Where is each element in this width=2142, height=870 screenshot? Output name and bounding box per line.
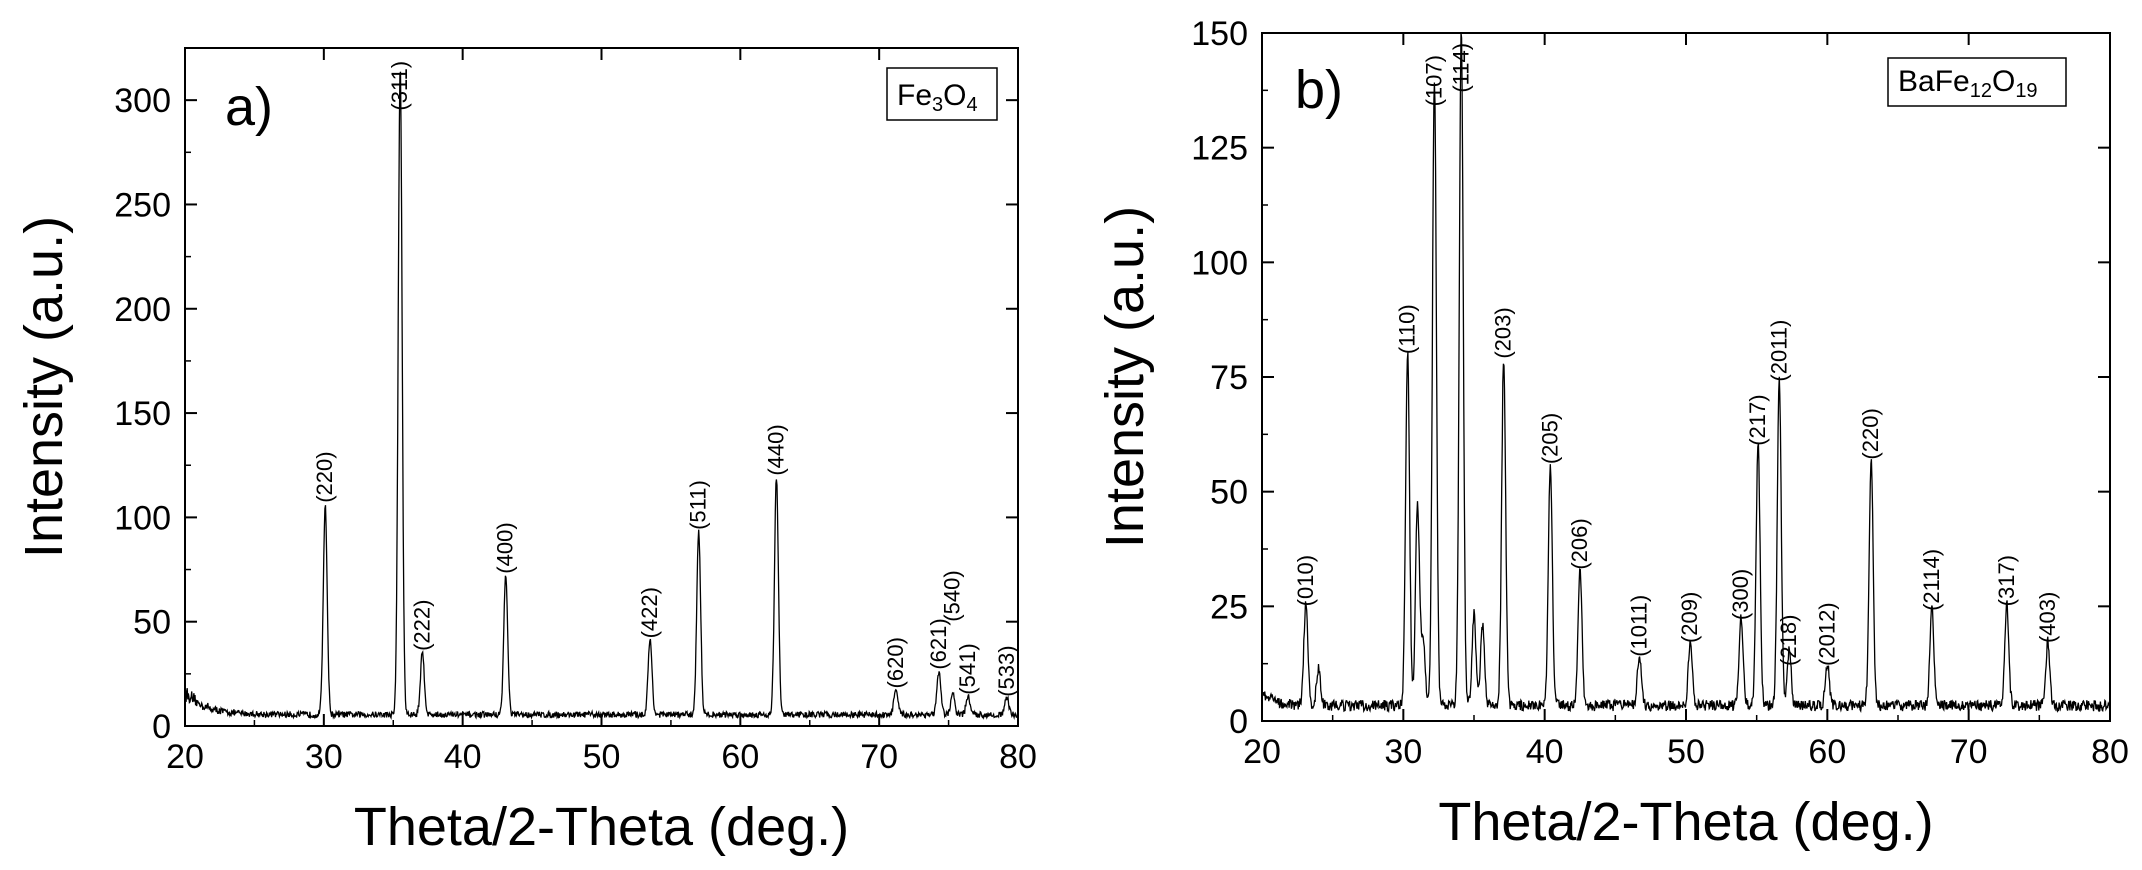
x-tick-label: 20 [1243, 733, 1281, 771]
y-tick-label: 125 [1191, 130, 1248, 168]
panel-a-fe3o4: 20 30 40 50 60 70 80 0 50 100 150 200 250 300 Theta/2-… [14, 47, 1037, 857]
peak-label: (010) [1293, 555, 1318, 606]
plot-frame [184, 47, 1019, 727]
y-tick-label: 50 [133, 604, 171, 642]
y-tick-label: 100 [1191, 244, 1248, 282]
y-tick-label: 250 [114, 186, 171, 224]
peak-label: (2114) [1919, 549, 1944, 611]
peak-label: (2011) [1766, 320, 1791, 382]
panel-b-bafe12o19: 20 30 40 50 60 70 80 0 25 50 75 100 125 150 Theta/2-Th… [1095, 15, 2129, 852]
x-tick-label: 50 [1667, 733, 1705, 771]
x-tick-label: 70 [1950, 733, 1988, 771]
x-tick-label: 80 [2091, 733, 2129, 771]
peak-label: (217) [1745, 394, 1770, 445]
peak-label: (317) [1994, 555, 2019, 606]
x-tick-label: 80 [999, 738, 1037, 776]
legend-box [1887, 57, 2067, 107]
legend-subscript: 3 [932, 94, 943, 116]
legend-symbol: BaFe [1898, 65, 1970, 98]
y-tick-label: 75 [1210, 359, 1248, 397]
y-tick-label: 150 [1191, 15, 1248, 53]
x-tick-label: 70 [860, 738, 898, 776]
peak-label: (206) [1567, 518, 1592, 569]
legend-symbol: Fe [897, 79, 932, 112]
peak-label: (311) [387, 61, 412, 111]
y-tick-label: 50 [1210, 474, 1248, 512]
peak-label: (400) [493, 522, 518, 573]
peak-label: (222) [409, 600, 434, 651]
x-tick-label: 40 [444, 738, 482, 776]
y-tick-label: 150 [114, 395, 171, 433]
peak-label: (621) [926, 618, 951, 669]
y-tick-label: 200 [114, 291, 171, 329]
legend-symbol: O [1992, 65, 2015, 98]
legend-symbol: O [943, 79, 966, 112]
x-tick-label: 50 [583, 738, 621, 776]
peak-label: (541) [955, 643, 980, 694]
peak-label: (220) [312, 451, 337, 502]
legend-subscript: 4 [966, 94, 977, 116]
y-tick-label: 100 [114, 499, 171, 537]
peak-label: (620) [883, 637, 908, 688]
peak-label: (107) [1421, 55, 1446, 106]
peak-label: (533) [994, 645, 1019, 696]
x-axis-title: Theta/2-Theta (deg.) [354, 797, 849, 857]
xrd-pattern-line [184, 71, 1019, 720]
x-tick-label: 20 [166, 738, 204, 776]
x-tick-label: 30 [1384, 733, 1422, 771]
peak-label: (205) [1537, 413, 1562, 464]
legend-formula: Fe3O4 [897, 79, 978, 116]
peak-label: (540) [940, 570, 965, 621]
legend-formula: BaFe12O19 [1898, 65, 2038, 102]
y-axis-title: Intensity (a.u.) [14, 216, 74, 558]
peak-label: (218) [1776, 615, 1801, 666]
y-tick-label: 300 [114, 82, 171, 120]
legend-subscript: 19 [2015, 80, 2037, 102]
peak-label: (300) [1728, 569, 1753, 620]
peak-label: (2012) [1814, 602, 1839, 666]
panel-letter: a) [225, 77, 273, 137]
peak-label: (114) [1448, 43, 1473, 93]
y-tick-label: 0 [152, 708, 171, 746]
peak-label: (203) [1491, 307, 1516, 358]
peak-label: (403) [2035, 592, 2060, 643]
peak-label: (220) [1858, 408, 1883, 459]
legend-box [886, 67, 998, 121]
y-tick-label: 0 [1229, 703, 1248, 741]
legend-subscript: 12 [1970, 80, 1992, 102]
panel-letter: b) [1295, 60, 1343, 120]
y-tick-label: 25 [1210, 588, 1248, 626]
x-tick-label: 40 [1526, 733, 1564, 771]
peak-label: (1011) [1626, 595, 1651, 657]
x-axis-title: Theta/2-Theta (deg.) [1438, 792, 1933, 852]
peak-label: (511) [686, 480, 711, 530]
y-axis-title: Intensity (a.u.) [1095, 206, 1155, 548]
peak-label: (110) [1395, 304, 1420, 354]
x-tick-label: 60 [1808, 733, 1846, 771]
peak-label: (209) [1677, 592, 1702, 643]
peak-label: (422) [637, 587, 662, 638]
peak-label: (440) [763, 424, 788, 475]
x-tick-label: 60 [721, 738, 759, 776]
x-tick-label: 30 [305, 738, 343, 776]
